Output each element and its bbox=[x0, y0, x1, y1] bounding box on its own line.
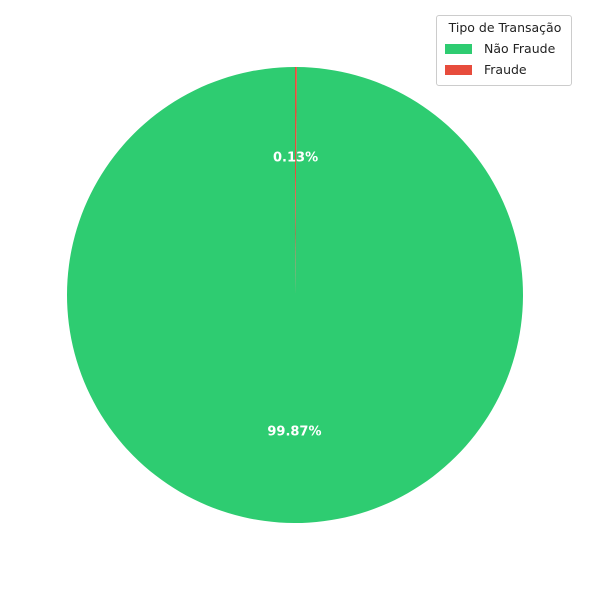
legend-entry-fraude: Fraude bbox=[445, 59, 565, 80]
legend-label-nao-fraude: Não Fraude bbox=[484, 41, 556, 56]
legend: Tipo de Transação Não Fraude Fraude bbox=[436, 15, 572, 86]
pie-slices bbox=[67, 67, 524, 523]
pie-slice-fraude bbox=[295, 67, 297, 295]
slice-value-label-0: 99.87% bbox=[267, 424, 321, 439]
slice-value-label-1: 0.13% bbox=[273, 151, 318, 166]
legend-label-fraude: Fraude bbox=[484, 62, 527, 77]
legend-entry-nao-fraude: Não Fraude bbox=[445, 38, 565, 59]
legend-swatch-nao-fraude bbox=[445, 43, 472, 54]
pie-slice-n-o-fraude bbox=[67, 67, 524, 523]
pie-slice-labels: 99.87% 0.13% bbox=[267, 151, 321, 440]
legend-swatch-fraude bbox=[445, 64, 472, 75]
legend-title: Tipo de Transação bbox=[448, 20, 562, 35]
